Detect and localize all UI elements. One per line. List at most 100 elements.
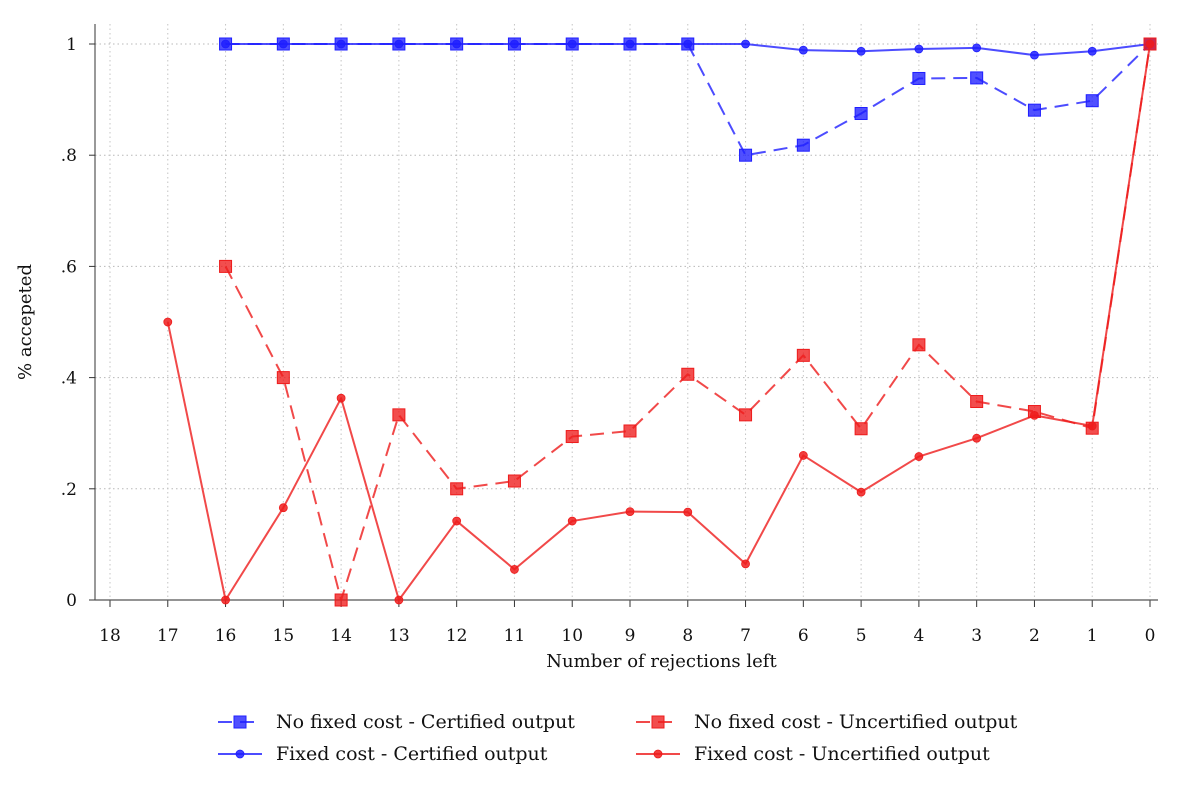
data-point (681, 367, 695, 381)
data-point (565, 430, 579, 444)
x-axis-title: Number of rejections left (546, 651, 777, 672)
y-tick-label: 1 (66, 35, 77, 55)
data-point (625, 507, 635, 516)
x-tick-label: 15 (273, 626, 295, 646)
data-point (1085, 94, 1099, 108)
data-point (336, 39, 346, 49)
x-tick-label: 18 (99, 626, 121, 646)
data-point (450, 482, 464, 496)
data-point (278, 39, 288, 49)
legend-marker (651, 715, 665, 729)
data-point (452, 516, 462, 526)
x-tick-label: 9 (625, 626, 636, 646)
legend-entry: Fixed cost - Certified output (218, 743, 548, 765)
data-point (623, 424, 637, 438)
data-point (912, 71, 926, 85)
legend-marker (233, 715, 247, 729)
legend-label: Fixed cost - Certified output (276, 743, 548, 765)
data-point (798, 451, 808, 460)
legend-label: Fixed cost - Uncertified output (694, 743, 990, 765)
x-tick-label: 1 (1087, 626, 1098, 646)
legend-label: No fixed cost - Certified output (276, 711, 575, 733)
data-point (972, 43, 982, 53)
x-tick-label: 0 (1145, 626, 1156, 646)
data-point (912, 338, 926, 352)
data-point (625, 39, 635, 49)
data-point (394, 595, 404, 605)
series-layer (163, 37, 1157, 607)
legend-label: No fixed cost - Uncertified output (694, 711, 1018, 733)
data-point (796, 138, 810, 152)
data-point (1027, 103, 1041, 117)
data-point (278, 503, 288, 513)
data-point (334, 593, 348, 607)
data-point (741, 39, 750, 49)
x-tick-label: 11 (504, 626, 526, 646)
data-point (854, 422, 868, 436)
data-point (739, 408, 753, 422)
y-tick-label: .6 (61, 257, 77, 277)
data-point (683, 39, 693, 49)
x-tick-label: 16 (215, 626, 237, 646)
data-point (392, 408, 406, 422)
data-point (970, 395, 984, 409)
data-point (796, 348, 810, 362)
data-point (1087, 421, 1097, 431)
x-tick-label: 4 (913, 626, 924, 646)
x-tick-label: 6 (798, 626, 809, 646)
data-point (507, 474, 521, 488)
y-tick-label: .8 (61, 146, 77, 166)
series-4 (163, 39, 1155, 605)
data-point (856, 487, 866, 497)
grid-lines (95, 24, 1158, 601)
x-tick-label: 17 (157, 626, 179, 646)
data-point (741, 559, 750, 569)
data-point (567, 39, 577, 49)
data-point (1087, 46, 1097, 56)
data-point (914, 452, 924, 461)
data-point (972, 433, 982, 443)
x-tick-label: 12 (446, 626, 468, 646)
data-point (221, 39, 230, 49)
data-point (221, 595, 230, 605)
data-point (856, 46, 866, 56)
data-point (510, 565, 519, 574)
x-tick-label: 7 (740, 626, 751, 646)
legend: No fixed cost - Certified output Fixed co… (218, 711, 1018, 765)
data-point (683, 507, 693, 517)
series-line (166, 43, 1151, 601)
data-point (452, 39, 462, 49)
data-point (219, 259, 233, 273)
y-tick-label: .4 (61, 369, 77, 389)
x-tick-label: 14 (330, 626, 352, 646)
data-point (1145, 39, 1155, 49)
x-tick-label: 3 (971, 626, 982, 646)
data-point (510, 39, 519, 49)
data-point (1030, 50, 1039, 60)
data-point (163, 317, 173, 327)
data-point (970, 71, 984, 85)
legend-marker (235, 749, 245, 759)
data-point (854, 107, 868, 120)
y-tick-label: 0 (66, 591, 77, 611)
y-tick-label: .2 (61, 480, 77, 500)
data-point (1030, 411, 1039, 420)
legend-entry: Fixed cost - Uncertified output (636, 743, 990, 765)
data-point (567, 516, 577, 526)
series-3 (219, 37, 1157, 607)
x-tick-label: 13 (388, 626, 410, 646)
legend-marker (653, 749, 663, 759)
y-axis-title: % accepeted (15, 264, 36, 380)
x-tick-label: 5 (856, 626, 867, 646)
data-point (914, 44, 924, 54)
data-point (336, 393, 346, 403)
data-point (394, 39, 404, 49)
x-tick-label: 8 (682, 626, 693, 646)
x-tick-label: 2 (1029, 626, 1040, 646)
x-tick-label: 10 (561, 626, 583, 646)
legend-entry: No fixed cost - Certified output (218, 711, 575, 733)
data-point (798, 45, 808, 55)
data-point (739, 148, 753, 162)
